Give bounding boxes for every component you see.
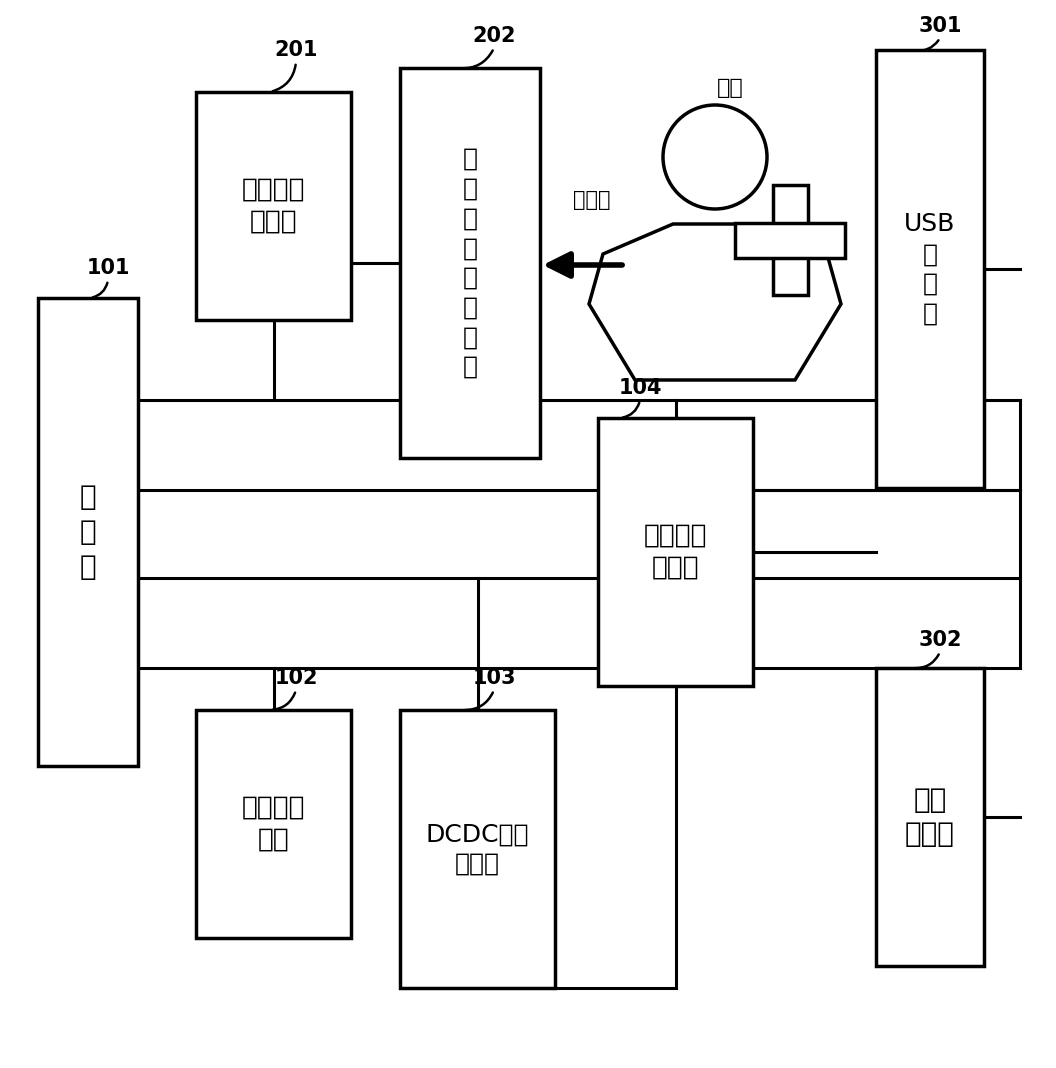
Text: 程控频率
控制器: 程控频率 控制器 [242,177,305,235]
Bar [196,92,351,320]
Bar [876,50,984,488]
Text: 程
控
心
电
模
拟
前
端: 程 控 心 电 模 拟 前 端 [463,147,477,379]
Bar [876,668,984,965]
FancyArrowPatch shape [549,254,622,277]
Text: 202: 202 [472,26,515,46]
Text: 人体: 人体 [717,78,743,98]
Bar [196,710,351,938]
Text: USB
控
制
器: USB 控 制 器 [904,213,956,326]
Text: 程控三态
隔离器: 程控三态 隔离器 [644,523,708,581]
Text: 201: 201 [275,40,318,60]
Text: 104: 104 [618,378,662,398]
Bar [400,68,540,458]
Bar [773,185,808,295]
Bar [598,418,753,686]
Text: 程控数字
开关: 程控数字 开关 [242,795,305,853]
Text: DCDC电压
转换器: DCDC电压 转换器 [426,822,529,876]
Text: 302: 302 [919,630,962,650]
Circle shape [663,105,767,209]
Text: 心电图: 心电图 [573,190,610,210]
Text: 103: 103 [472,668,515,688]
Text: 数据
存储器: 数据 存储器 [905,786,955,848]
Text: 101: 101 [87,258,130,278]
Text: 102: 102 [275,668,318,688]
Text: 控
制
器: 控 制 器 [79,484,96,581]
Bar [735,222,845,257]
Bar [400,710,555,988]
Polygon shape [589,224,841,380]
Bar [38,298,138,766]
Text: 301: 301 [919,16,962,36]
